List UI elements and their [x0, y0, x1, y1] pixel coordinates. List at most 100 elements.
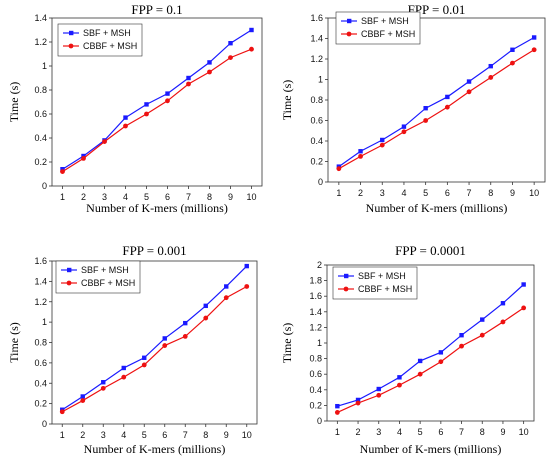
chart2-x-tick-label: 2	[358, 188, 363, 198]
chart1-title: FPP = 0.1	[131, 2, 182, 17]
chart1-point-cbbf	[123, 123, 128, 129]
chart2-y-tick-label: 1.6	[310, 13, 323, 23]
chart2-y-tick-label: 1.4	[310, 34, 323, 44]
chart3-point-sbf	[244, 263, 249, 269]
chart2-x-tick-label: 10	[529, 188, 539, 198]
chart2-legend-marker-cbbf	[346, 31, 352, 37]
chart2-point-sbf	[380, 137, 385, 143]
chart4-point-sbf	[480, 317, 485, 322]
chart1-point-sbf	[249, 27, 254, 33]
chart2-y-tick-label: 0.2	[310, 157, 323, 167]
chart3-point-sbf	[80, 394, 85, 399]
chart3-point-sbf	[121, 365, 126, 371]
chart3-x-tick-label: 7	[183, 430, 188, 440]
chart3-point-sbf	[203, 303, 208, 309]
chart2-x-tick-label: 4	[401, 188, 406, 198]
chart1-point-cbbf	[228, 55, 233, 60]
chart1-point-cbbf	[81, 156, 86, 161]
chart2-point-cbbf	[336, 166, 342, 172]
chart3-legend-marker-sbf	[67, 267, 72, 273]
chart3-point-cbbf	[80, 398, 86, 403]
chart4-point-cbbf	[417, 371, 423, 377]
chart3-legend: SBF + MSH CBBF + MSH	[55, 260, 141, 294]
chart4-point-sbf	[521, 282, 526, 287]
chart1-x-tick-label: 4	[123, 192, 128, 202]
chart2-point-sbf	[531, 35, 537, 40]
chart2-legend-label-cbbf: CBBF + MSH	[361, 29, 415, 39]
chart4-x-axis-label: Number of K-mers (millions)	[360, 442, 502, 456]
chart4-x-tick-label: 8	[480, 427, 485, 437]
chart3-y-tick-label: 1.2	[34, 297, 47, 307]
chart2-x-tick-label: 9	[510, 188, 515, 198]
chart3-x-tick-label: 9	[224, 430, 229, 440]
chart1-point-sbf	[228, 41, 233, 46]
chart3-x-tick-label: 4	[121, 430, 126, 440]
chart4-y-tick-label: 0.4	[309, 385, 322, 395]
chart1-series-line-sbf	[62, 29, 252, 170]
chart3-y-tick-label: 1.6	[34, 256, 47, 266]
chart2-point-sbf	[445, 94, 450, 100]
chart3-point-cbbf	[59, 409, 65, 415]
chart2-point-cbbf	[466, 89, 472, 95]
chart4-y-tick-label: 1.2	[309, 322, 322, 332]
chart3-legend-label-sbf: SBF + MSH	[81, 265, 129, 275]
chart2-x-tick-label: 3	[380, 188, 385, 198]
chart2-y-tick-label: 0.6	[310, 116, 323, 126]
chart1-x-tick-label: 1	[60, 192, 65, 202]
chart4-point-sbf	[397, 375, 402, 380]
chart1-series-line-cbbf	[62, 48, 252, 173]
chart2-x-tick-label: 5	[423, 188, 428, 198]
chart4-legend-label-cbbf: CBBF + MSH	[358, 284, 412, 294]
chart1-x-tick-label: 6	[165, 192, 170, 202]
chart1-point-cbbf	[207, 69, 212, 75]
chart3-x-axis-label: Number of K-mers (millions)	[84, 442, 226, 456]
chart4-y-tick-label: 1	[317, 338, 322, 348]
chart3-point-cbbf	[141, 362, 147, 368]
chart-panel-fpp-0-0001: FPP = 0.0001 Number of K-mers (millions) T…	[280, 243, 535, 456]
chart4-point-sbf	[335, 403, 340, 409]
chart1-legend-marker-cbbf	[68, 43, 74, 49]
chart2-legend: SBF + MSH CBBF + MSH	[335, 11, 421, 45]
chart3-x-tick-label: 1	[60, 430, 65, 440]
chart1-plot-frame	[51, 17, 263, 187]
chart2-point-sbf	[358, 149, 363, 154]
chart3-point-cbbf	[244, 284, 250, 289]
chart3-x-tick-label: 6	[162, 430, 167, 440]
chart1-y-tick-label: 0.6	[34, 109, 47, 119]
chart2-y-tick-label: 0	[318, 177, 323, 187]
chart3-point-sbf	[183, 320, 188, 326]
chart4-point-sbf	[417, 358, 423, 364]
chart4-point-cbbf	[479, 332, 485, 338]
chart3-y-tick-label: 0	[42, 419, 47, 429]
chart2-point-sbf	[423, 106, 428, 111]
chart2-legend-label-sbf: SBF + MSH	[361, 16, 409, 26]
chart3-x-tick-label: 5	[142, 430, 147, 440]
chart1-x-tick-label: 3	[102, 192, 107, 202]
chart3-x-tick-label: 10	[242, 430, 252, 440]
chart3-y-tick-label: 0.6	[34, 358, 47, 368]
chart4-point-sbf	[376, 386, 381, 392]
chart3-point-cbbf	[203, 315, 209, 321]
chart1-point-sbf	[207, 60, 212, 65]
chart3-x-tick-label: 2	[80, 430, 85, 440]
chart4-point-cbbf	[521, 305, 527, 311]
chart3-y-tick-label: 1	[42, 317, 47, 327]
chart2-point-cbbf	[510, 60, 515, 66]
chart3-point-sbf	[101, 380, 106, 385]
chart3-point-sbf	[142, 355, 147, 360]
chart1-point-cbbf	[144, 111, 149, 117]
chart2-point-sbf	[488, 63, 493, 69]
chart3-point-cbbf	[182, 333, 188, 339]
chart2-point-cbbf	[488, 75, 494, 80]
chart2-x-tick-label: 7	[467, 188, 472, 198]
chart1-point-cbbf	[249, 46, 254, 52]
chart2-x-tick-label: 8	[488, 188, 493, 198]
chart1-legend: SBF + MSH CBBF + MSH	[57, 23, 143, 57]
chart4-series-line-sbf	[337, 284, 525, 407]
chart1-point-cbbf	[60, 169, 65, 175]
chart3-point-sbf	[224, 284, 229, 289]
chart3-y-tick-label: 0.8	[34, 338, 47, 348]
chart4-legend-label-sbf: SBF + MSH	[358, 271, 406, 281]
chart3-point-cbbf	[100, 385, 106, 391]
chart2-legend-marker-sbf	[347, 18, 352, 24]
